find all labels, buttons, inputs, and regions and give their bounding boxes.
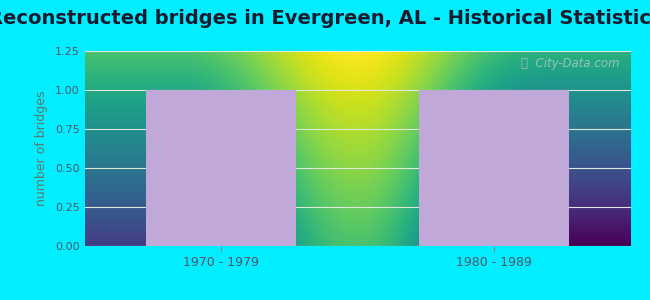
Y-axis label: number of bridges: number of bridges: [35, 91, 48, 206]
Bar: [419, 90, 569, 246]
Text: Reconstructed bridges in Evergreen, AL - Historical Statistics: Reconstructed bridges in Evergreen, AL -…: [0, 9, 650, 28]
Text: ⓘ  City-Data.com: ⓘ City-Data.com: [521, 57, 619, 70]
Bar: [146, 90, 296, 246]
